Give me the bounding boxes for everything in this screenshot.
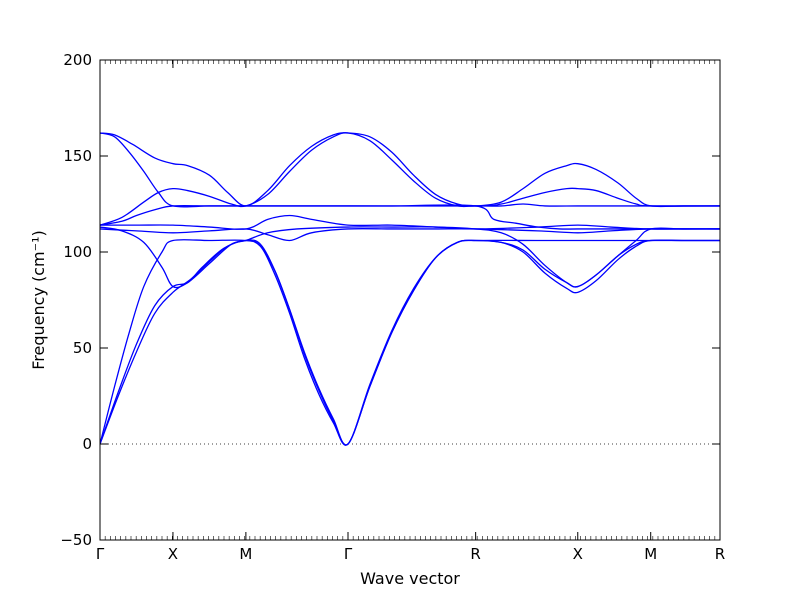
plot-frame [99, 59, 721, 541]
branch-line-4 [100, 226, 720, 289]
x-tick-label: R [470, 545, 480, 563]
x-axis-label: Wave vector [360, 569, 460, 588]
plot-area [100, 132, 720, 446]
x-tick-label: Γ [344, 545, 353, 563]
tick-labels: −50 0 50 100 150 200 Γ X M Γ R X M R [60, 51, 725, 563]
y-tick-label: 50 [73, 339, 92, 357]
x-tick-label: M [644, 545, 657, 563]
x-tick-label: R [715, 545, 725, 563]
x-tick-label: X [573, 545, 583, 563]
branch-line-6 [100, 214, 720, 230]
y-axis-label: Frequency (cm⁻¹) [29, 230, 48, 369]
branch-line-10 [100, 132, 720, 208]
branch-line-9 [100, 132, 720, 208]
x-tick-label: Γ [96, 545, 105, 563]
x-tick-label: X [168, 545, 178, 563]
y-tick-label: 150 [63, 147, 92, 165]
axes [99, 59, 721, 541]
branch-line-2 [100, 239, 720, 446]
y-tick-label: 0 [82, 435, 92, 453]
x-tick-label: M [239, 545, 252, 563]
branch-line-7 [100, 132, 720, 226]
y-tick-label: 100 [63, 243, 92, 261]
branch-line-3 [100, 238, 720, 446]
branch-line-5 [100, 228, 720, 242]
y-tick-label: 200 [63, 51, 92, 69]
y-tick-label: −50 [60, 531, 92, 549]
branch-line-1 [100, 239, 720, 446]
